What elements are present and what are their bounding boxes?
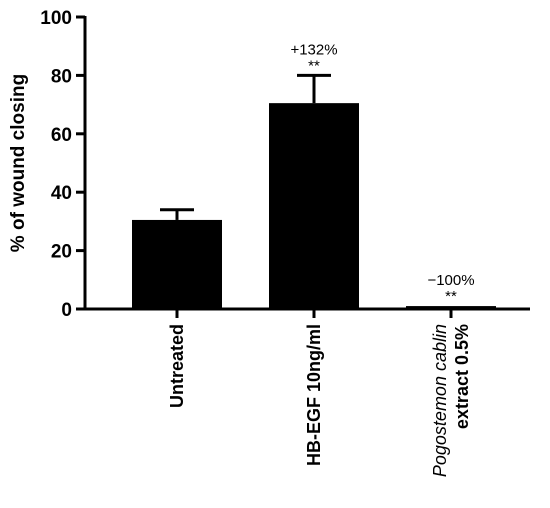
percent-change-label: −100%: [427, 272, 474, 289]
annotations-group: **+132%**−100%: [290, 41, 474, 305]
significance-label: **: [308, 57, 320, 74]
x-axis-labels: Untreated HB-EGF 10ng/ml Pogostemon cablin…: [167, 324, 472, 477]
y-axis-ticks: 0 20 40 60 80 100: [40, 8, 85, 321]
x-category-label: Pogostemon cablin: [430, 324, 450, 477]
x-axis-ticks: [175, 309, 453, 318]
y-tick-label: 20: [51, 242, 72, 263]
significance-label: **: [445, 288, 457, 305]
bar: [132, 219, 222, 309]
y-axis-title: % of wound closing: [8, 74, 29, 252]
y-tick-label: 0: [61, 300, 72, 321]
error-bars-group: [160, 73, 331, 220]
x-category-label: extract 0.5%: [452, 324, 472, 429]
x-category-label: HB-EGF 10ng/ml: [304, 324, 324, 466]
y-tick-label: 60: [51, 125, 72, 146]
y-tick-label: 40: [51, 183, 72, 204]
y-tick-label: 80: [51, 66, 72, 87]
bar: [269, 103, 359, 309]
y-tick-label: 100: [40, 8, 72, 29]
x-category-label: Untreated: [167, 324, 187, 408]
bars-group: [132, 103, 496, 309]
percent-change-label: +132%: [290, 41, 337, 58]
